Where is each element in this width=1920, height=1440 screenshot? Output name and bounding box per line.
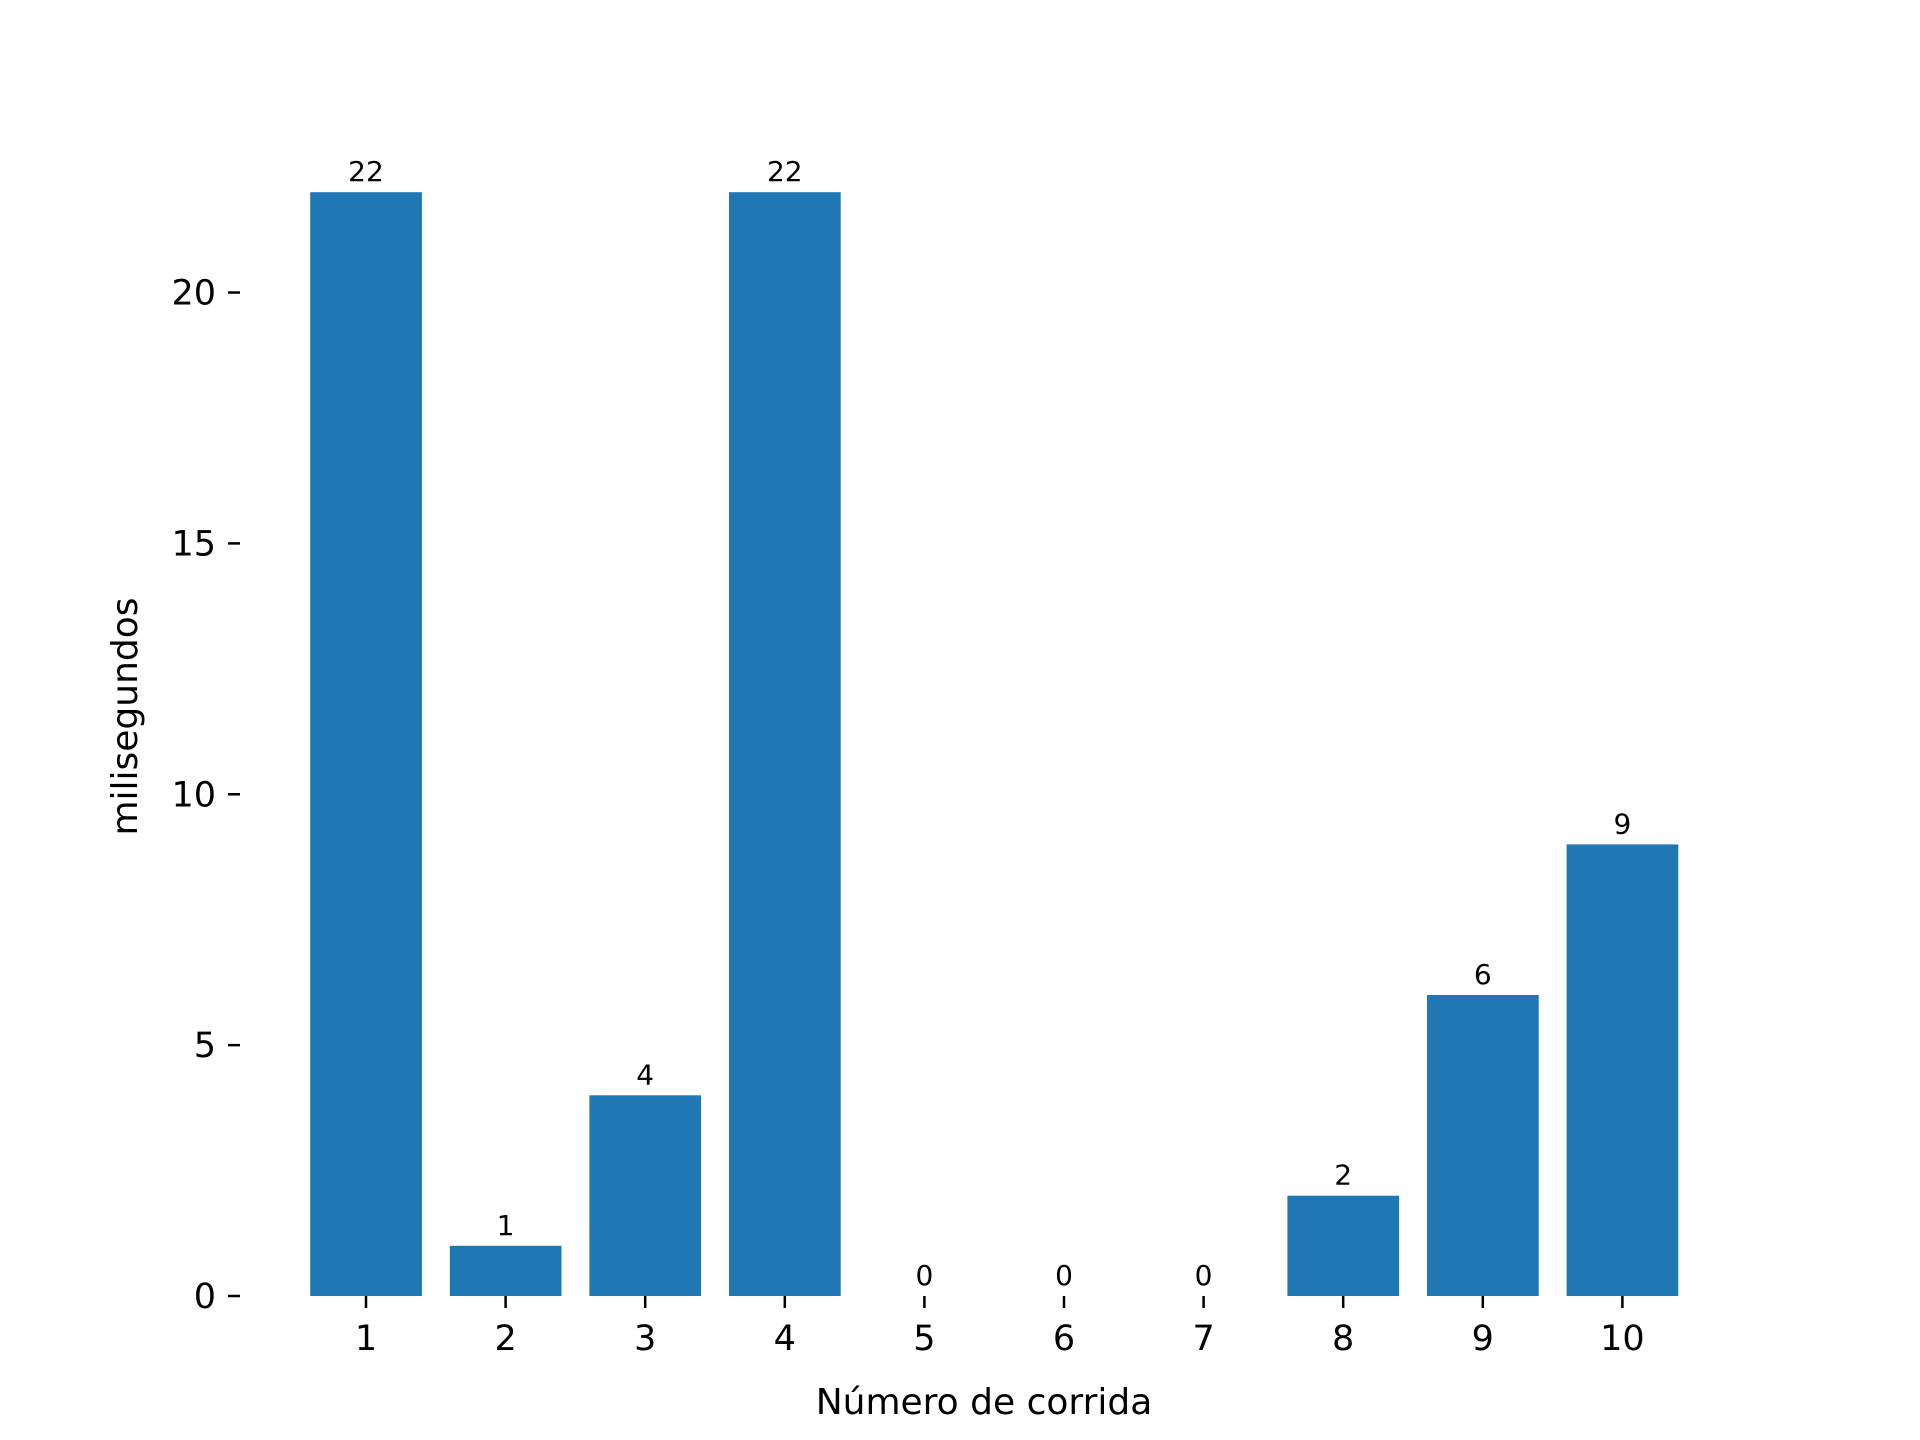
x-tick-label-3: 3 [634, 1319, 656, 1359]
data-label-10: 9 [1613, 807, 1631, 840]
x-tick-label-4: 4 [774, 1319, 796, 1359]
bar-4 [729, 192, 841, 1297]
y-tick-label-20: 20 [171, 274, 216, 314]
data-label-1: 22 [348, 155, 384, 188]
x-axis-label: Número de corrida [816, 1382, 1153, 1423]
x-tick-label-9: 9 [1472, 1319, 1494, 1359]
x-tick-label-1: 1 [355, 1319, 377, 1359]
x-tick-label-8: 8 [1332, 1319, 1354, 1359]
y-axis: 0 5 10 15 20 [171, 274, 240, 1317]
x-tick-label-2: 2 [494, 1319, 516, 1359]
data-label-7: 0 [1195, 1259, 1213, 1292]
data-labels: 22 1 4 22 0 0 0 2 6 9 [348, 155, 1631, 1292]
bar-3 [589, 1095, 702, 1296]
y-tick-label-10: 10 [171, 775, 216, 815]
y-tick-label-0: 0 [194, 1277, 216, 1317]
y-axis-label: milisegundos [105, 597, 146, 835]
bar-8 [1287, 1195, 1400, 1296]
bars [310, 192, 1679, 1297]
bar-10 [1566, 844, 1679, 1296]
bar-2 [449, 1245, 562, 1296]
data-label-2: 1 [497, 1209, 515, 1242]
y-tick-label-15: 15 [171, 524, 216, 564]
data-label-4: 22 [767, 155, 803, 188]
x-tick-label-7: 7 [1192, 1319, 1214, 1359]
x-tick-label-6: 6 [1053, 1319, 1075, 1359]
data-label-9: 6 [1474, 958, 1492, 991]
data-label-5: 0 [915, 1259, 933, 1292]
bar-1 [310, 192, 422, 1297]
x-tick-label-10: 10 [1600, 1319, 1645, 1359]
y-tick-label-5: 5 [194, 1026, 216, 1066]
data-label-6: 0 [1055, 1259, 1073, 1292]
data-label-8: 2 [1334, 1159, 1352, 1192]
data-label-3: 4 [636, 1058, 654, 1091]
bar-9 [1427, 995, 1539, 1296]
x-tick-label-5: 5 [913, 1319, 935, 1359]
x-axis: 1 2 3 4 5 6 7 8 9 10 [355, 1296, 1645, 1359]
